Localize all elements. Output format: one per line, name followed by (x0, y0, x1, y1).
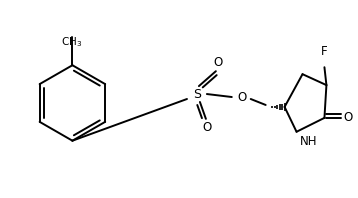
Text: O: O (202, 121, 212, 134)
Text: S: S (193, 88, 201, 101)
Text: CH$_3$: CH$_3$ (61, 35, 82, 49)
Text: NH: NH (300, 135, 317, 148)
Text: O: O (237, 90, 246, 104)
Text: O: O (213, 56, 222, 69)
Text: O: O (343, 111, 353, 124)
Text: F: F (321, 45, 328, 58)
